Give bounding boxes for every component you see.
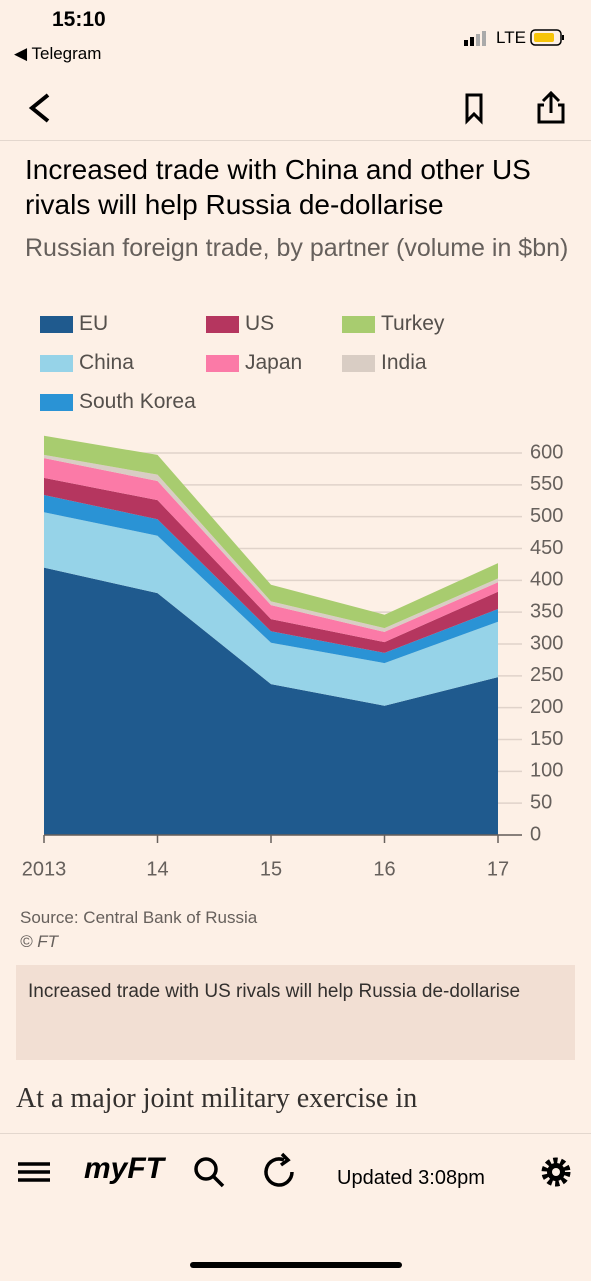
source: Source: Central Bank of Russia xyxy=(20,908,258,927)
legend-item: Japan xyxy=(206,351,302,375)
legend-swatch xyxy=(206,315,239,333)
y-tick-label: 50 xyxy=(530,791,552,813)
updated-time: Updated 3:08pm xyxy=(337,1167,485,1189)
area xyxy=(44,567,498,835)
legend-label: EU xyxy=(79,312,109,335)
area xyxy=(44,477,498,653)
back-to-app[interactable]: ◀ Telegram xyxy=(14,44,102,63)
nav-bar xyxy=(28,90,565,125)
area xyxy=(44,458,498,643)
share-button[interactable] xyxy=(537,90,565,124)
credit: © FT xyxy=(20,932,59,951)
legend-label: US xyxy=(245,312,275,335)
legend-item: EU xyxy=(40,312,108,336)
refresh-button[interactable] xyxy=(264,1152,294,1187)
caption: Increased trade with US rivals will help… xyxy=(28,981,521,1002)
y-tick-label: 350 xyxy=(530,600,563,622)
legend-swatch xyxy=(342,315,375,333)
myft-logo[interactable]: myFT xyxy=(84,1152,165,1185)
legend-item: India xyxy=(342,351,427,375)
chart-subtitle: Russian foreign trade, by partner (volum… xyxy=(25,234,569,262)
network: LTE xyxy=(496,28,526,47)
legend-label: Japan xyxy=(245,351,303,374)
y-tick-label: 300 xyxy=(530,632,563,654)
legend-swatch xyxy=(40,315,73,333)
search-button[interactable] xyxy=(194,1157,225,1188)
y-tick-label: 500 xyxy=(530,505,563,527)
y-tick-label: 250 xyxy=(530,664,563,686)
legend-label: Turkey xyxy=(381,312,445,335)
article-text: At a major joint military exercise in xyxy=(16,1083,418,1114)
bottom-icons xyxy=(18,1152,571,1188)
y-tick-label: 450 xyxy=(530,537,563,559)
y-tick-label: 150 xyxy=(530,728,563,750)
legend-swatch xyxy=(342,354,375,372)
x-tick-label: 2013 xyxy=(22,858,67,880)
y-tick-label: 100 xyxy=(530,760,563,782)
y-tick-label: 550 xyxy=(530,473,563,495)
area xyxy=(44,512,498,706)
back-button[interactable] xyxy=(28,93,50,123)
legend-label: South Korea xyxy=(79,390,196,413)
y-tick-label: 600 xyxy=(530,441,563,463)
legend-item: US xyxy=(206,312,274,336)
x-tick-label: 17 xyxy=(487,858,509,880)
legend-swatch xyxy=(40,393,73,411)
status-time: 15:10 xyxy=(52,8,106,31)
x-tick-label: 15 xyxy=(260,858,282,880)
x-tick-label: 16 xyxy=(373,858,395,880)
bookmark-button[interactable] xyxy=(465,93,483,125)
y-tick-label: 0 xyxy=(530,823,541,845)
status-icons xyxy=(464,29,564,46)
back-app-name: Telegram xyxy=(31,44,102,63)
legend-item: China xyxy=(40,351,134,375)
legend-swatch xyxy=(40,354,73,372)
legend-swatch xyxy=(206,354,239,372)
area xyxy=(44,495,498,664)
settings-button[interactable] xyxy=(541,1157,571,1187)
caption-box: Increased trade with US rivals will help… xyxy=(16,965,575,1060)
x-tick-label: 14 xyxy=(146,858,168,880)
bottom-bar xyxy=(0,1133,591,1281)
chart-title: Increased trade with China and other US … xyxy=(25,154,531,220)
home-indicator xyxy=(190,1262,402,1268)
legend-label: India xyxy=(381,351,427,374)
y-tick-label: 200 xyxy=(530,696,563,718)
menu-button[interactable] xyxy=(18,1162,50,1182)
area xyxy=(44,435,498,629)
chart: 0 50 100 150 200 250 300 350 400 450 500 550 600 2013… xyxy=(22,435,563,880)
legend-label: China xyxy=(79,351,134,374)
legend-item: South Korea xyxy=(40,390,196,414)
y-tick-label: 400 xyxy=(530,569,563,591)
legend-item: Turkey xyxy=(342,312,444,336)
